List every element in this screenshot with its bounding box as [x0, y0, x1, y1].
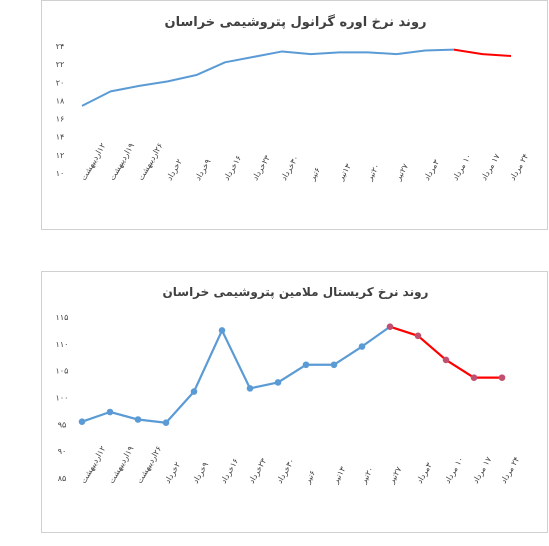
x-tick-label: ۱۶خرداد: [219, 457, 240, 485]
x-tick-label: ۹خرداد: [193, 158, 212, 182]
y-tick-label: ۱۱۵: [56, 313, 69, 322]
x-tick-label: ۱۳تیر: [336, 162, 353, 183]
x-tick-label: ۲۶اردیبهشت: [135, 445, 164, 485]
data-point-actual: [218, 327, 226, 334]
chart-title: روند نرخ اوره گرانول پتروشیمی خراسان: [164, 14, 426, 30]
y-tick-label: ۱۸: [56, 96, 65, 105]
x-tick-label: ۲۳خرداد: [247, 456, 269, 485]
data-point-forecast: [498, 374, 506, 381]
x-tick-label: ۲۶اردیبهشت: [136, 142, 165, 182]
data-point-actual: [358, 343, 366, 350]
data-point-forecast: [414, 332, 422, 340]
y-tick-label: ۱۰: [56, 169, 65, 178]
x-tick-label: ۳مرداد: [422, 158, 441, 182]
x-tick-label: ۱۰ مرداد: [451, 152, 473, 182]
y-tick-label: ۱۶: [56, 115, 65, 124]
x-tick-label: ۳۰خرداد: [279, 154, 300, 182]
y-tick-label: ۱۰۵: [56, 367, 69, 376]
data-point-forecast: [470, 374, 478, 381]
data-point-forecast: [442, 356, 450, 364]
urea-price-chart-svg: روند نرخ اوره گرانول پتروشیمی خراسان ۱۰ ۱۲…: [56, 14, 531, 183]
x-tick-label: ۱۹اردیبهشت: [108, 142, 137, 182]
x-tick-label: ۲۴ مرداد: [508, 152, 530, 182]
y-tick-label: ۱۴: [56, 133, 65, 142]
x-tick-label: ۱۰ مرداد: [443, 455, 465, 485]
x-tick-label: ۲۷تیر: [393, 162, 410, 183]
x-tick-label: ۲۳خرداد: [251, 153, 273, 182]
series-line-actual: [81, 325, 391, 424]
y-tick-label: ۲۲: [56, 60, 65, 69]
data-point-actual: [274, 379, 282, 386]
y-tick-label: ۱۲: [56, 151, 65, 160]
x-tick-label: ۲۰تیر: [364, 162, 381, 183]
y-tick-label: ۲۰: [56, 78, 65, 87]
x-tick-label: ۱۷ مرداد: [479, 152, 502, 182]
chart-panel-urea: روند نرخ اوره گرانول پتروشیمی خراسان ۱۰ ۱۲…: [41, 0, 548, 230]
x-tick-label: ۲خرداد: [163, 461, 182, 485]
x-tick-label: ۲۰تیر: [358, 465, 375, 486]
data-point-actual: [330, 361, 338, 369]
x-tick-label: ۱۶خرداد: [222, 154, 243, 182]
x-tick-label: ۲۴ مرداد: [499, 455, 521, 485]
data-point-actual: [190, 388, 198, 395]
y-tick-label: ۸۵: [58, 474, 67, 483]
data-point-actual: [134, 416, 142, 423]
x-tick-label: ۳مرداد: [415, 461, 434, 485]
y-tick-label: ۹۵: [58, 420, 67, 429]
y-tick-label: ۱۱۰: [56, 340, 69, 349]
y-tick-label: ۹۰: [58, 447, 67, 456]
y-tick-label: ۲۴: [56, 42, 65, 51]
x-tick-label: ۳۰خرداد: [275, 457, 296, 485]
melamine-price-chart-svg: روند نرخ کریستال ملامین پتروشیمی خراسان ۸…: [56, 285, 522, 486]
x-tick-label: ۶تیر: [307, 166, 322, 183]
data-point-forecast: [386, 323, 394, 330]
x-tick-label: ۱۳تیر: [330, 465, 347, 486]
x-tick-label: ۱۹اردیبهشت: [107, 445, 136, 485]
chart-panel-melamine: روند نرخ کریستال ملامین پتروشیمی خراسان ۸…: [41, 271, 548, 533]
data-point-actual: [302, 361, 310, 369]
x-tick-label: ۶تیر: [302, 469, 317, 486]
series-line-forecast: [453, 48, 512, 57]
chart-title: روند نرخ کریستال ملامین پتروشیمی خراسان: [163, 285, 429, 300]
x-tick-label: ۹خرداد: [191, 461, 210, 485]
x-tick-label: ۱۲اردیبهشت: [79, 445, 108, 485]
series-line-actual: [81, 48, 454, 107]
data-point-actual: [162, 419, 170, 427]
data-point-actual: [78, 418, 86, 425]
series-line-forecast: [389, 325, 502, 379]
x-tick-label: ۲خرداد: [165, 158, 184, 182]
x-tick-label: ۱۲اردیبهشت: [79, 142, 108, 182]
x-tick-label: ۲۷تیر: [386, 465, 403, 486]
y-tick-label: ۱۰۰: [56, 394, 69, 403]
x-tick-label: ۱۷ مرداد: [471, 455, 494, 485]
data-point-actual: [106, 408, 114, 416]
data-point-actual: [246, 385, 254, 392]
